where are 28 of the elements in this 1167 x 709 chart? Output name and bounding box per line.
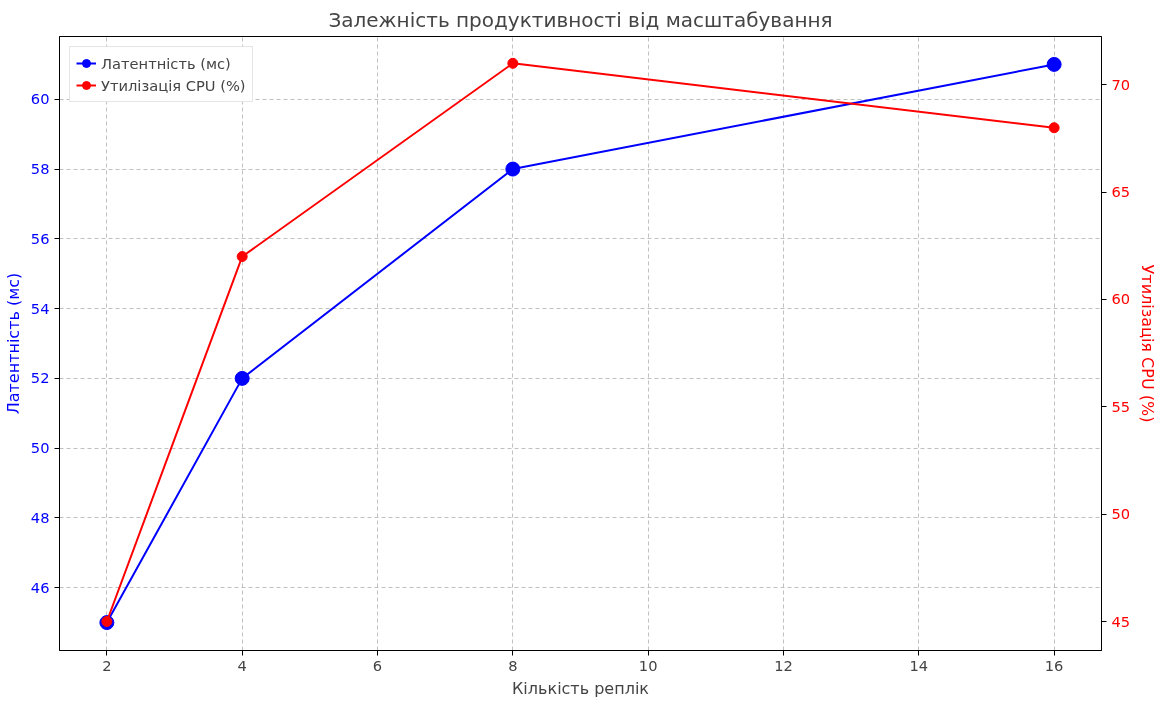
y-axis-title: Латентність (мс): [3, 272, 23, 415]
x-axis-title: Кількість реплік: [512, 678, 650, 698]
y2-tick-label: 55: [1111, 397, 1131, 415]
x-tick-label: 16: [1044, 656, 1064, 674]
y-tick-label: 58: [30, 160, 50, 178]
x-tick-label: 10: [638, 656, 658, 674]
y-tick-label: 60: [30, 90, 50, 108]
y-tick-label: 56: [30, 229, 50, 247]
x-tick-label: 4: [237, 656, 247, 674]
y2-tick-label: 60: [1111, 290, 1131, 308]
x-tick-label: 6: [372, 656, 383, 674]
y2-axis-title: Утилізація CPU (%): [1138, 264, 1158, 423]
y-tick-label: 46: [30, 578, 50, 596]
y-tick-label: 52: [30, 369, 50, 387]
y2-tick-label: 50: [1111, 505, 1131, 523]
y-tick-label: 54: [30, 299, 50, 317]
y2-tick-label: 70: [1111, 75, 1131, 93]
x-tick-label: 12: [774, 656, 793, 674]
y2-tick-label: 45: [1111, 612, 1131, 630]
chart-title: Залежність продуктивності від масштабування: [328, 7, 833, 32]
y-tick-label: 48: [30, 508, 50, 526]
legend-label: Латентність (мс): [101, 54, 231, 72]
x-tick-label: 14: [909, 656, 929, 674]
x-tick-label: 2: [102, 656, 112, 674]
y2-tick-label: 65: [1111, 183, 1131, 201]
x-tick-label: 8: [508, 656, 518, 674]
y-tick-label: 50: [30, 439, 50, 457]
legend-label: Утилізація CPU (%): [101, 76, 246, 94]
